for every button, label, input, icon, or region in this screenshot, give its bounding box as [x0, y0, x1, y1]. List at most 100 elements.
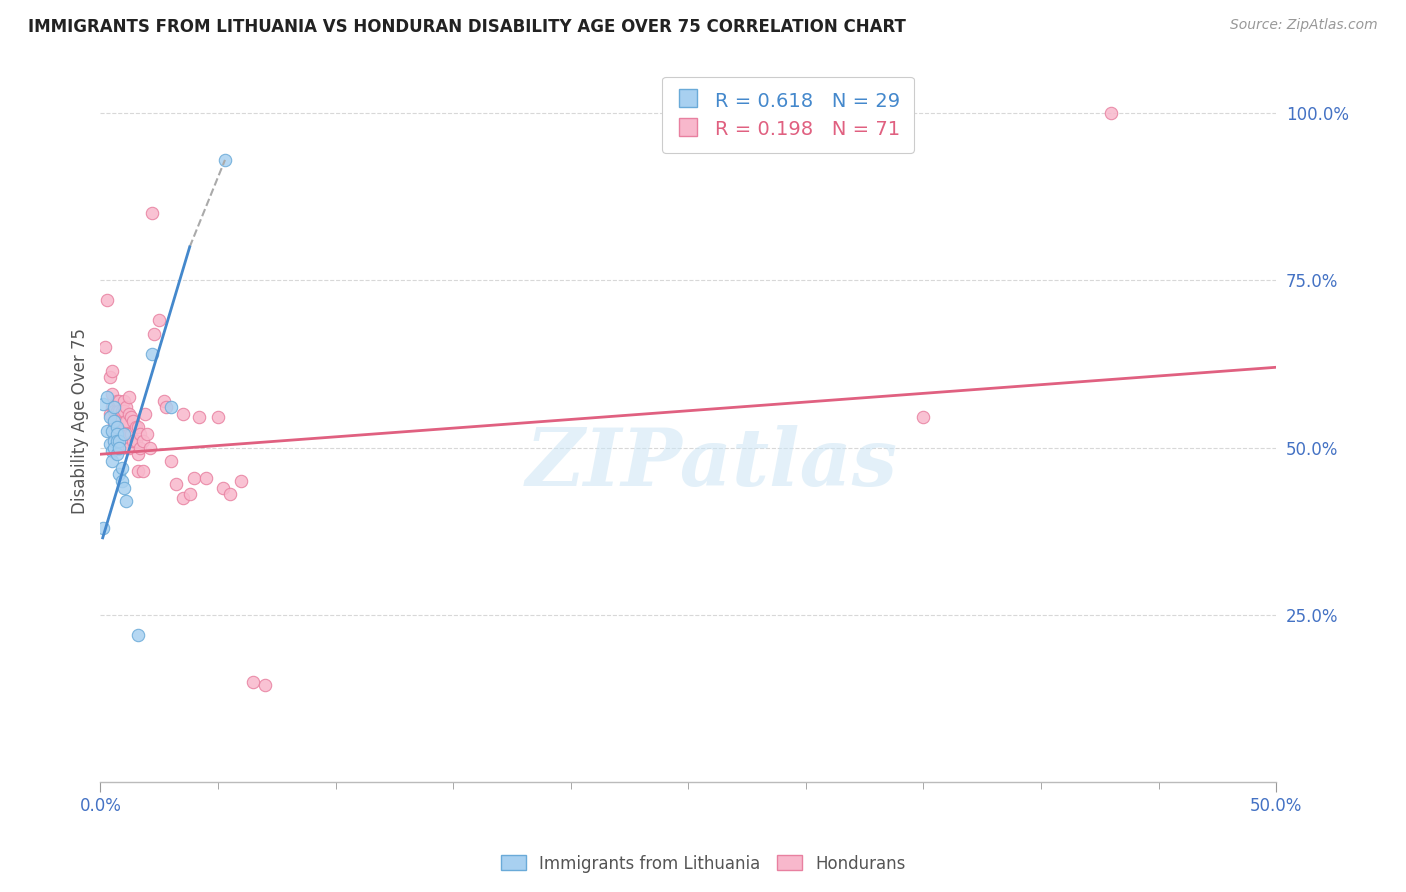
Point — [120, 427, 142, 442]
Point — [103, 414, 125, 428]
Point — [115, 401, 138, 415]
Point — [122, 434, 145, 448]
Legend: Immigrants from Lithuania, Hondurans: Immigrants from Lithuania, Hondurans — [494, 848, 912, 880]
Point — [117, 390, 139, 404]
Point — [110, 441, 132, 455]
Point — [105, 427, 128, 442]
Point — [120, 410, 142, 425]
Point — [129, 441, 152, 455]
Point — [103, 427, 125, 442]
Point — [141, 347, 163, 361]
Point — [112, 481, 135, 495]
Point — [122, 414, 145, 428]
Point — [138, 441, 160, 455]
Point — [165, 477, 187, 491]
Point — [101, 387, 124, 401]
Point — [124, 420, 146, 434]
Legend: R = 0.618   N = 29, R = 0.198   N = 71: R = 0.618 N = 29, R = 0.198 N = 71 — [662, 77, 914, 153]
Point — [242, 674, 264, 689]
Point — [112, 403, 135, 417]
Point — [127, 464, 149, 478]
Point — [912, 410, 935, 425]
Point — [105, 393, 128, 408]
Point — [141, 206, 163, 220]
Point — [108, 393, 131, 408]
Point — [231, 474, 253, 488]
Point — [172, 407, 194, 421]
Point — [124, 434, 146, 448]
Text: IMMIGRANTS FROM LITHUANIA VS HONDURAN DISABILITY AGE OVER 75 CORRELATION CHART: IMMIGRANTS FROM LITHUANIA VS HONDURAN DI… — [28, 18, 905, 36]
Point — [108, 441, 131, 455]
Point — [207, 410, 229, 425]
Point — [105, 403, 128, 417]
Point — [96, 390, 118, 404]
Point — [103, 401, 125, 415]
Point — [103, 441, 125, 455]
Point — [94, 340, 117, 354]
Point — [160, 454, 183, 468]
Point — [98, 370, 121, 384]
Point — [127, 420, 149, 434]
Point — [112, 393, 135, 408]
Point — [160, 401, 183, 415]
Point — [108, 427, 131, 442]
Point — [117, 441, 139, 455]
Point — [96, 424, 118, 438]
Point — [134, 407, 156, 421]
Point — [136, 427, 159, 442]
Point — [105, 420, 128, 434]
Point — [110, 424, 132, 438]
Point — [129, 427, 152, 442]
Point — [103, 434, 125, 448]
Point — [108, 403, 131, 417]
Point — [108, 467, 131, 482]
Point — [103, 414, 125, 428]
Point — [117, 427, 139, 442]
Point — [108, 434, 131, 448]
Point — [105, 434, 128, 448]
Text: Source: ZipAtlas.com: Source: ZipAtlas.com — [1230, 18, 1378, 32]
Point — [110, 474, 132, 488]
Point — [115, 434, 138, 448]
Point — [91, 397, 114, 411]
Point — [117, 407, 139, 421]
Point — [91, 521, 114, 535]
Point — [103, 434, 125, 448]
Point — [96, 293, 118, 308]
Point — [105, 417, 128, 431]
Point — [98, 437, 121, 451]
Point — [1101, 106, 1123, 120]
Point — [103, 417, 125, 431]
Point — [143, 326, 166, 341]
Point — [155, 401, 177, 415]
Point — [153, 393, 176, 408]
Point — [112, 417, 135, 431]
Point — [148, 313, 170, 327]
Point — [179, 487, 201, 501]
Point — [110, 460, 132, 475]
Text: ZIPatlas: ZIPatlas — [526, 425, 898, 503]
Point — [195, 470, 218, 484]
Point — [253, 678, 276, 692]
Point — [98, 407, 121, 421]
Point — [115, 414, 138, 428]
Point — [127, 447, 149, 461]
Point — [103, 403, 125, 417]
Point — [101, 363, 124, 377]
Point — [101, 443, 124, 458]
Point — [214, 153, 236, 167]
Point — [98, 410, 121, 425]
Point — [115, 494, 138, 508]
Point — [218, 487, 240, 501]
Point — [211, 481, 233, 495]
Point — [101, 454, 124, 468]
Point — [101, 424, 124, 438]
Point — [105, 447, 128, 461]
Point — [172, 491, 194, 505]
Point — [131, 434, 153, 448]
Point — [183, 470, 205, 484]
Point — [105, 427, 128, 442]
Point — [188, 410, 211, 425]
Point — [131, 464, 153, 478]
Point — [108, 414, 131, 428]
